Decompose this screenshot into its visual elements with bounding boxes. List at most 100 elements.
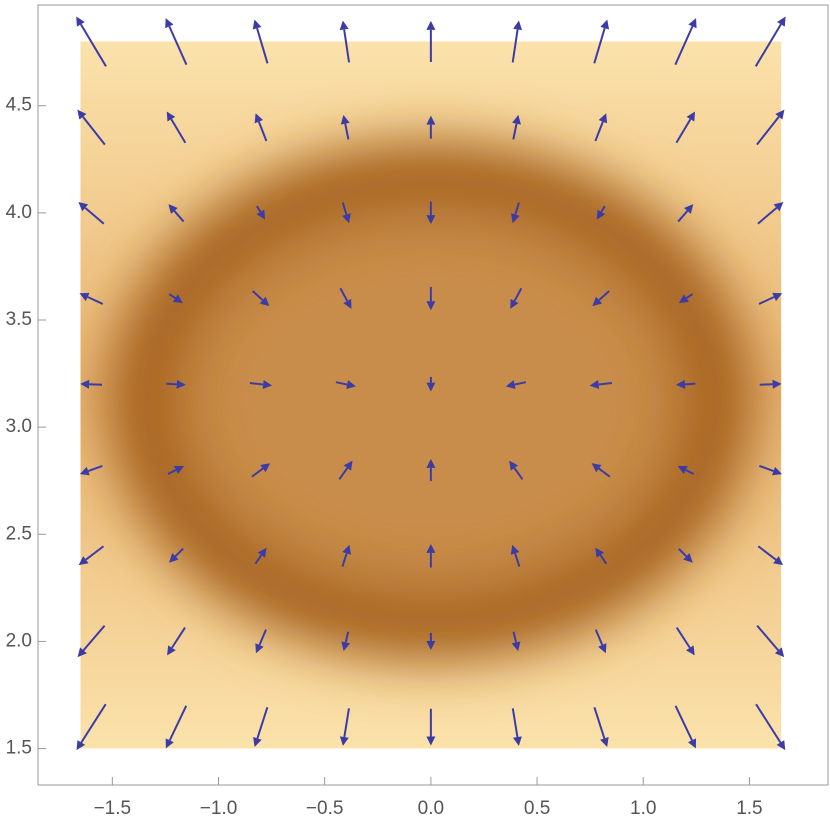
arrow: [678, 293, 694, 304]
arrow-head: [76, 16, 85, 27]
arrow-shaft: [511, 29, 519, 63]
arrow-shaft: [335, 381, 348, 386]
arrow-head: [341, 641, 351, 652]
arrow-head: [426, 20, 436, 30]
arrow-head: [678, 294, 689, 304]
arrow: [255, 629, 267, 654]
arrow: [757, 202, 784, 225]
arrow: [166, 111, 187, 144]
arrow-head: [426, 115, 436, 125]
arrow-shaft: [79, 23, 107, 67]
arrow-head: [426, 640, 436, 650]
arrow-shaft: [173, 210, 185, 223]
arrow-head: [176, 379, 186, 389]
arrow-head: [600, 737, 609, 747]
arrow: [675, 379, 696, 389]
arrow-head: [777, 16, 786, 27]
arrow: [755, 703, 786, 751]
arrow: [166, 379, 186, 389]
arrow: [79, 464, 103, 476]
arrow-head: [78, 202, 89, 212]
arrow-head: [259, 296, 270, 307]
arrow-shaft: [678, 548, 688, 558]
arrow-head: [340, 114, 350, 125]
y-tick-label: 2.0: [6, 630, 32, 651]
arrow: [252, 19, 269, 64]
arrow: [76, 16, 107, 67]
arrow-head: [343, 460, 353, 471]
arrow-head: [598, 113, 608, 124]
arrow-head: [598, 643, 607, 654]
arrow-shaft: [513, 287, 523, 302]
arrow-head: [772, 379, 782, 389]
arrow-shaft: [256, 205, 262, 213]
arrow: [592, 290, 610, 307]
arrow: [79, 292, 104, 305]
arrow-head: [167, 645, 176, 656]
arrow: [426, 632, 436, 650]
arrow-shaft: [251, 290, 264, 301]
arrow-shaft: [257, 121, 268, 142]
arrow: [674, 705, 697, 749]
arrow-head: [166, 111, 176, 122]
arrow-shaft: [758, 464, 774, 472]
arrow-head: [172, 294, 183, 304]
arrow: [758, 292, 783, 305]
arrow-head: [254, 113, 264, 124]
x-tick-label: 0.5: [524, 798, 550, 819]
arrow-head: [174, 465, 185, 475]
arrow-shaft: [512, 631, 518, 643]
arrow-shaft: [758, 296, 775, 305]
arrow: [78, 545, 105, 566]
arrow-head: [771, 466, 782, 476]
arrow-head: [426, 301, 436, 311]
x-tick-label: −1.5: [94, 798, 132, 819]
arrow-head: [589, 380, 600, 390]
arrow-head: [255, 643, 264, 654]
arrow-head: [677, 465, 688, 475]
arrow-shaft: [512, 123, 518, 140]
arrow-shaft: [338, 467, 349, 480]
arrow: [678, 548, 693, 563]
arrow: [674, 18, 697, 66]
arrow-shaft: [85, 545, 105, 561]
arrow-shaft: [82, 625, 106, 651]
arrow-shaft: [514, 381, 527, 386]
arrow-shaft: [600, 205, 606, 213]
arrow-head: [262, 380, 273, 390]
arrow-shaft: [339, 287, 349, 302]
y-tick-label: 4.5: [6, 95, 32, 116]
arrow: [512, 114, 521, 140]
arrow-shaft: [171, 626, 186, 649]
arrow: [168, 204, 185, 223]
arrow: [76, 703, 107, 751]
arrows: [76, 16, 786, 751]
arrow: [341, 202, 351, 224]
arrow-shaft: [254, 554, 263, 565]
arrow-shaft: [755, 703, 782, 744]
arrow-head: [513, 20, 523, 31]
arrow-head: [257, 547, 267, 558]
arrow-head: [339, 20, 349, 31]
arrow-shaft: [251, 467, 264, 478]
arrow-shaft: [593, 27, 606, 64]
arrow: [165, 705, 188, 749]
arrow-shaft: [166, 382, 177, 386]
density-background: [80, 41, 782, 749]
arrow: [426, 201, 436, 225]
arrow: [165, 18, 188, 66]
arrow-head: [165, 738, 174, 749]
arrow: [426, 458, 436, 482]
arrow-shaft: [674, 25, 694, 66]
arrow: [426, 20, 436, 62]
arrow-shaft: [514, 553, 521, 567]
arrow-shaft: [344, 631, 350, 643]
arrow: [249, 380, 273, 390]
arrow: [426, 286, 436, 311]
arrow-shaft: [757, 207, 778, 225]
arrow: [675, 111, 696, 144]
arrow-head: [339, 736, 349, 746]
arrow-head: [686, 645, 695, 656]
arrow-shaft: [593, 707, 606, 739]
arrow-head: [510, 213, 520, 224]
